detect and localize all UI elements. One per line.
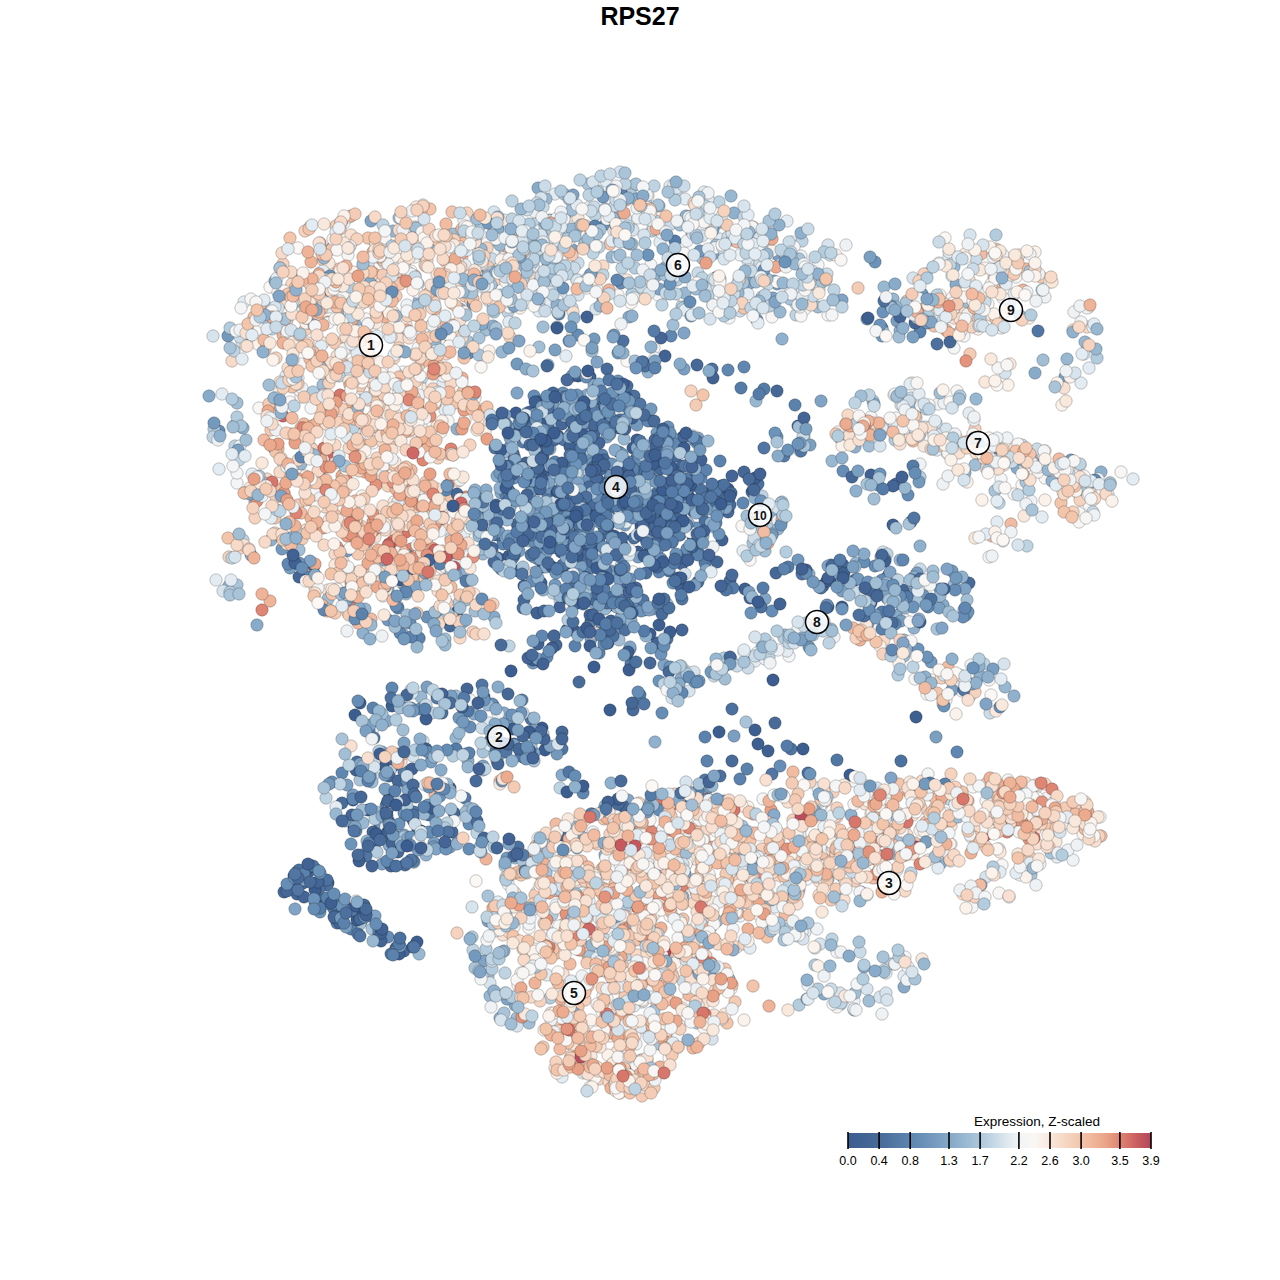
svg-text:8: 8 bbox=[813, 614, 821, 630]
svg-text:2.2: 2.2 bbox=[1010, 1154, 1027, 1168]
svg-text:7: 7 bbox=[974, 435, 982, 451]
svg-text:3.5: 3.5 bbox=[1111, 1154, 1128, 1168]
svg-text:3.9: 3.9 bbox=[1142, 1154, 1159, 1168]
svg-text:1: 1 bbox=[367, 337, 375, 353]
svg-text:0.0: 0.0 bbox=[839, 1154, 856, 1168]
svg-text:1.7: 1.7 bbox=[971, 1154, 988, 1168]
svg-text:0.4: 0.4 bbox=[870, 1154, 887, 1168]
svg-text:10: 10 bbox=[753, 509, 767, 523]
svg-text:2.6: 2.6 bbox=[1041, 1154, 1058, 1168]
svg-text:9: 9 bbox=[1007, 302, 1015, 318]
svg-text:1.3: 1.3 bbox=[940, 1154, 957, 1168]
svg-text:4: 4 bbox=[612, 479, 620, 495]
svg-text:0.8: 0.8 bbox=[902, 1154, 919, 1168]
svg-text:6: 6 bbox=[674, 257, 682, 273]
svg-text:2: 2 bbox=[495, 729, 503, 745]
svg-text:5: 5 bbox=[570, 985, 578, 1001]
svg-text:3.0: 3.0 bbox=[1072, 1154, 1089, 1168]
svg-text:Expression, Z-scaled: Expression, Z-scaled bbox=[974, 1114, 1100, 1129]
svg-text:3: 3 bbox=[885, 875, 893, 891]
